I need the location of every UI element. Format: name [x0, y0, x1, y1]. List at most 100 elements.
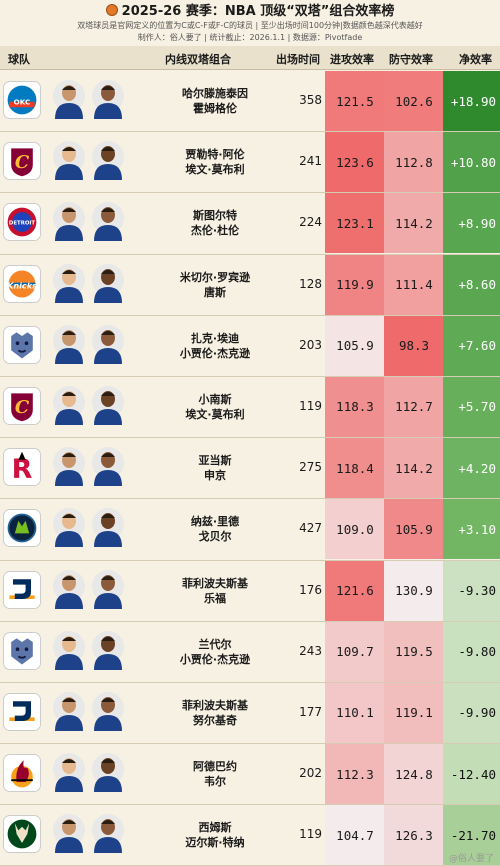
minutes-value: 243	[299, 643, 322, 658]
defense-value: 114.2	[384, 193, 444, 254]
defense-value: 111.4	[384, 254, 444, 315]
column-header-row: 球队 内线双塔组合 出场时间 进攻效率 防守效率 净效率	[0, 46, 500, 70]
player-photo	[52, 446, 86, 487]
minutes-value: 119	[299, 827, 322, 842]
table-body: OKC 哈尔滕施泰因 霍姆格伦 358 121.5 102.6 +18.90 C 贾勒特·阿伦埃…	[0, 71, 500, 866]
net-value: +3.10	[443, 499, 500, 560]
jazz-logo	[3, 570, 41, 609]
player-photo	[91, 324, 125, 364]
combo-names: 西姆斯 迈尔斯·特纳	[135, 820, 295, 850]
defense-value: 112.8	[384, 132, 444, 193]
offense-value: 118.3	[325, 376, 385, 437]
header: 2025-26 赛季：NBA 顶级“双塔”组合效率榜 双塔球员是官网定义的位置为…	[0, 0, 500, 46]
offense-value: 110.1	[325, 682, 385, 743]
player-name-1: 菲利波夫斯基	[182, 698, 248, 712]
net-value: +7.60	[443, 315, 500, 376]
defense-value: 119.5	[384, 621, 444, 682]
bucks-logo	[3, 815, 41, 854]
player-name-1: 阿德巴约	[193, 760, 237, 774]
player-name-2: 杰伦·杜伦	[190, 224, 240, 238]
pistons-logo: DETROIT	[3, 203, 41, 242]
player-photo	[52, 324, 86, 364]
player-name-1: 斯图尔特	[193, 209, 237, 223]
offense-value: 119.9	[325, 254, 385, 315]
combo-names: 扎克·埃迪 小贾伦·杰克逊	[135, 331, 295, 361]
player-photo	[52, 569, 86, 609]
player-photo	[52, 201, 86, 242]
subtitle-definition: 双塔球员是官网定义的位置为C或C-F或F-C的球员 | 至少出场时间100分钟|…	[77, 21, 423, 30]
subtitle-credits: 制作人：俗人要了 | 统计截止：2026.1.1 | 数据源：Pivotfade	[137, 33, 363, 42]
defense-value: 130.9	[384, 560, 444, 621]
player-photo	[91, 446, 125, 487]
minutes-value: 275	[299, 460, 322, 475]
player-photo	[52, 630, 86, 670]
player-name-2: 韦尔	[204, 775, 226, 789]
player-photo	[52, 507, 86, 548]
combo-names: 亚当斯 申京	[135, 453, 295, 483]
player-photo	[52, 752, 86, 793]
defense-value: 114.2	[384, 438, 444, 499]
player-photo	[91, 813, 125, 854]
player-photo	[91, 752, 125, 793]
player-name-2: 申京	[204, 469, 226, 483]
defense-value: 102.6	[384, 71, 444, 131]
minutes-value: 241	[299, 154, 322, 169]
player-name-2: 埃文·莫布利	[185, 407, 245, 421]
minutes-value: 128	[299, 276, 322, 291]
minutes-value: 176	[299, 582, 322, 597]
offense-value: 109.0	[325, 499, 385, 560]
player-photo	[91, 691, 125, 731]
minutes-value: 119	[299, 398, 322, 413]
player-name-1: 西姆斯	[198, 821, 232, 835]
col-off: 进攻效率	[330, 53, 374, 66]
table-row: 纳兹·里德 戈贝尔 427 109.0 105.9 +3.10	[0, 499, 500, 561]
net-value: +5.70	[443, 376, 500, 437]
player-name-2: 迈尔斯·特纳	[185, 836, 245, 850]
watermark: @俗人要了	[448, 854, 494, 864]
player-photo	[52, 263, 86, 303]
offense-value: 112.3	[325, 744, 385, 805]
net-value: +8.90	[443, 193, 500, 254]
player-name-2: 埃文·莫布利	[185, 163, 245, 177]
player-photo	[91, 385, 125, 425]
table-row: 菲利波夫斯基 努尔基奇 177 110.1 119.1 -9.90	[0, 682, 500, 745]
page-title: 2025-26 赛季：NBA 顶级“双塔”组合效率榜	[0, 3, 500, 20]
svg-text:Knicks: Knicks	[7, 280, 37, 290]
player-name-1: 亚当斯	[198, 454, 232, 468]
combo-names: 哈尔滕施泰因 霍姆格伦	[135, 86, 295, 116]
player-photo	[91, 263, 125, 303]
player-name-1: 扎克·埃迪	[190, 331, 240, 345]
player-name-1: 贾勒特·阿伦	[185, 148, 245, 162]
col-combo: 内线双塔组合	[165, 53, 231, 66]
offense-value: 104.7	[325, 805, 385, 866]
table-row: OKC 哈尔滕施泰因 霍姆格伦 358 121.5 102.6 +18.90	[0, 71, 500, 133]
player-name-1: 纳兹·里德	[190, 515, 240, 529]
table-row: 兰代尔 小贾伦·杰克逊 243 109.7 119.5 -9.80	[0, 621, 500, 683]
minutes-value: 427	[299, 521, 322, 536]
net-value: +8.60	[443, 254, 500, 315]
table-row: 菲利波夫斯基 乐福 176 121.6 130.9 -9.30	[0, 560, 500, 622]
player-name-1: 米切尔·罗宾逊	[179, 270, 251, 284]
player-photo	[91, 201, 125, 242]
net-value: -9.30	[443, 560, 500, 621]
player-photo	[91, 140, 125, 181]
combo-names: 兰代尔 小贾伦·杰克逊	[135, 637, 295, 667]
player-photo	[52, 79, 86, 119]
jazz-logo	[3, 692, 41, 731]
cavaliers-logo: C	[3, 142, 41, 181]
player-name-1: 菲利波夫斯基	[182, 576, 248, 590]
rockets-logo: R	[3, 448, 41, 487]
grizzlies-logo	[3, 631, 41, 670]
offense-value: 123.6	[325, 132, 385, 193]
table-row: 阿德巴约 韦尔 202 112.3 124.8 -12.40	[0, 744, 500, 806]
svg-text:DETROIT: DETROIT	[9, 221, 36, 227]
defense-value: 112.7	[384, 376, 444, 437]
combo-names: 斯图尔特 杰伦·杜伦	[135, 208, 295, 238]
grizzlies-logo	[3, 325, 41, 364]
player-photo	[91, 79, 125, 119]
player-photo	[52, 385, 86, 425]
defense-value: 98.3	[384, 315, 444, 376]
player-name-2: 乐福	[204, 591, 226, 605]
player-photo	[91, 507, 125, 548]
table-row: DETROIT 斯图尔特 杰伦·杜伦 224 123.1 114.2 +8.90	[0, 193, 500, 255]
